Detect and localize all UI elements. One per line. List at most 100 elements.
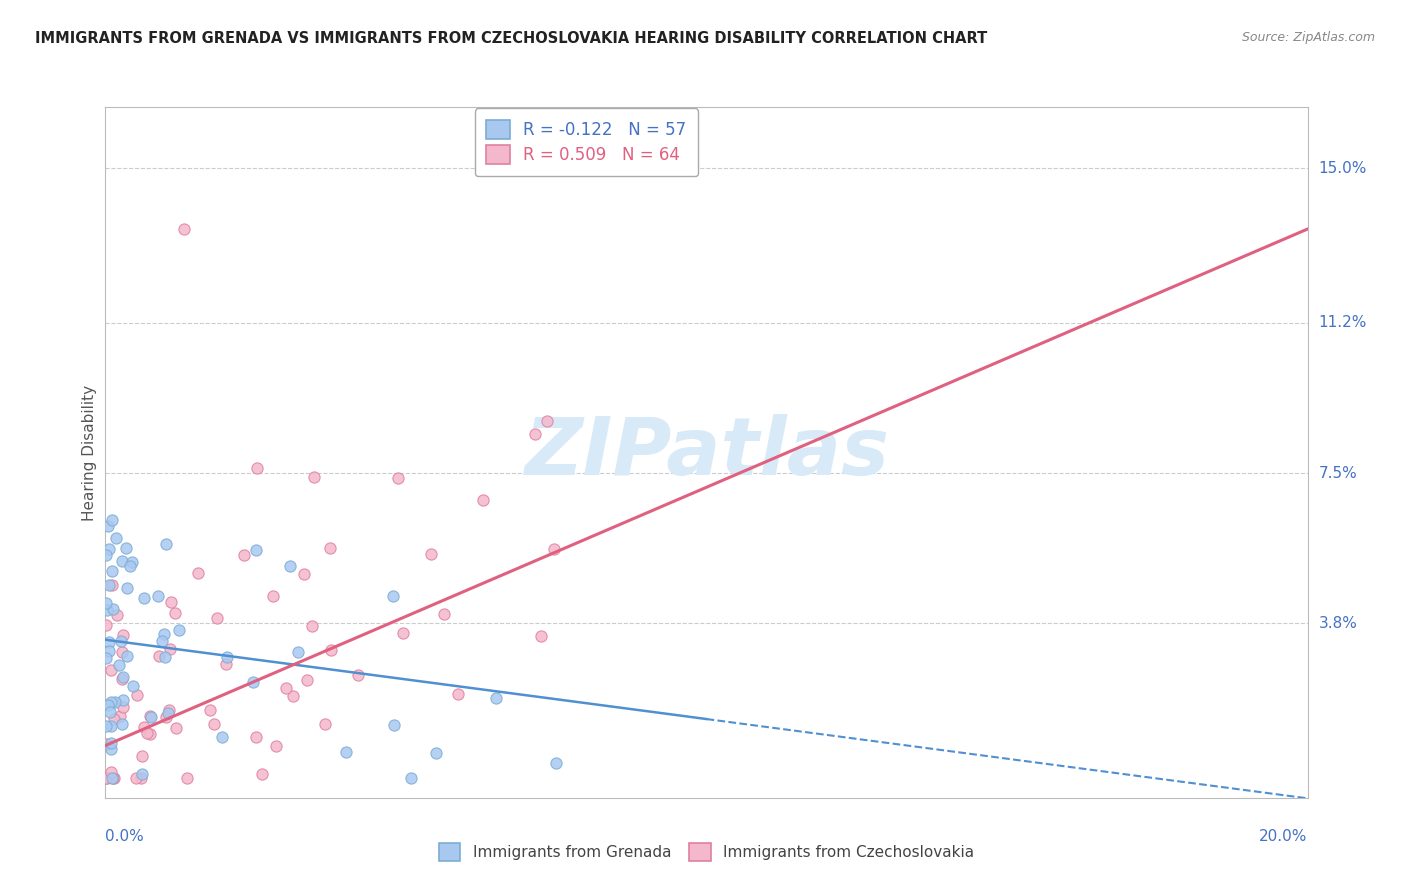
Point — [146, 589, 169, 603]
Point — [382, 589, 405, 603]
Point — [118, 558, 141, 573]
Point — [104, 532, 127, 546]
Point — [165, 722, 187, 736]
Point — [94, 719, 117, 733]
Point — [529, 629, 551, 643]
Text: Source: ZipAtlas.com: Source: ZipAtlas.com — [1241, 31, 1375, 45]
Point — [387, 471, 409, 485]
Point — [292, 566, 315, 581]
Text: 3.8%: 3.8% — [1319, 616, 1358, 631]
Point — [215, 650, 238, 665]
Text: ZIPatlas: ZIPatlas — [524, 414, 889, 491]
Point — [233, 548, 256, 562]
Point — [100, 695, 122, 709]
Point — [111, 717, 134, 731]
Point — [266, 739, 288, 753]
Point — [112, 700, 135, 714]
Point — [205, 610, 228, 624]
Text: IMMIGRANTS FROM GRENADA VS IMMIGRANTS FROM CZECHOSLOVAKIA HEARING DISABILITY COR: IMMIGRANTS FROM GRENADA VS IMMIGRANTS FR… — [35, 31, 987, 46]
Point — [115, 581, 138, 595]
Point — [420, 548, 443, 562]
Point — [100, 741, 122, 756]
Point — [543, 542, 565, 557]
Point — [401, 771, 423, 785]
Point — [152, 634, 174, 648]
Point — [187, 566, 209, 581]
Point — [101, 771, 124, 785]
Point — [125, 771, 148, 785]
Point — [94, 771, 117, 785]
Point — [245, 543, 267, 558]
Point — [246, 461, 269, 475]
Point — [485, 691, 508, 706]
Point — [163, 606, 186, 620]
Point — [97, 542, 120, 557]
Point — [211, 730, 233, 744]
Point — [536, 414, 558, 428]
Point — [103, 771, 125, 785]
Point — [173, 222, 195, 236]
Point — [107, 657, 129, 672]
Point — [176, 771, 198, 785]
Point — [302, 469, 325, 483]
Point — [321, 643, 343, 657]
Point — [278, 559, 301, 574]
Point — [112, 628, 135, 642]
Point — [103, 712, 125, 726]
Point — [335, 745, 357, 759]
Point — [160, 595, 183, 609]
Point — [157, 703, 180, 717]
Point — [121, 679, 143, 693]
Point — [202, 717, 225, 731]
Point — [215, 657, 238, 672]
Point — [242, 675, 264, 690]
Point — [98, 705, 121, 719]
Point — [97, 519, 120, 533]
Point — [97, 698, 120, 712]
Point — [155, 537, 177, 551]
Text: 7.5%: 7.5% — [1319, 466, 1357, 481]
Point — [94, 596, 117, 610]
Point — [131, 749, 153, 764]
Point — [139, 709, 162, 723]
Point — [94, 548, 117, 562]
Point — [96, 737, 118, 751]
Point — [94, 650, 117, 665]
Text: 20.0%: 20.0% — [1260, 829, 1308, 844]
Point — [100, 663, 122, 677]
Point — [104, 695, 127, 709]
Point — [200, 703, 222, 717]
Text: 0.0%: 0.0% — [105, 829, 145, 844]
Point — [159, 641, 181, 656]
Point — [156, 706, 179, 721]
Point — [347, 668, 370, 682]
Point — [101, 565, 124, 579]
Point — [121, 555, 143, 569]
Point — [155, 710, 177, 724]
Point — [127, 688, 149, 702]
Point — [155, 649, 177, 664]
Point — [101, 512, 124, 526]
Point — [115, 541, 138, 555]
Text: 15.0%: 15.0% — [1319, 161, 1367, 176]
Point — [250, 767, 273, 781]
Point — [101, 771, 124, 785]
Point — [262, 589, 284, 603]
Y-axis label: Hearing Disability: Hearing Disability — [82, 384, 97, 521]
Point — [98, 577, 121, 591]
Point — [245, 730, 267, 744]
Point — [97, 643, 120, 657]
Point — [471, 492, 494, 507]
Point — [111, 693, 134, 707]
Point — [295, 673, 318, 687]
Point — [108, 709, 131, 723]
Point — [148, 648, 170, 663]
Point — [139, 726, 162, 740]
Point — [96, 771, 118, 785]
Point — [100, 719, 122, 733]
Point — [167, 623, 190, 637]
Point — [132, 591, 155, 605]
Point — [301, 619, 323, 633]
Point — [314, 717, 336, 731]
Point — [425, 746, 447, 760]
